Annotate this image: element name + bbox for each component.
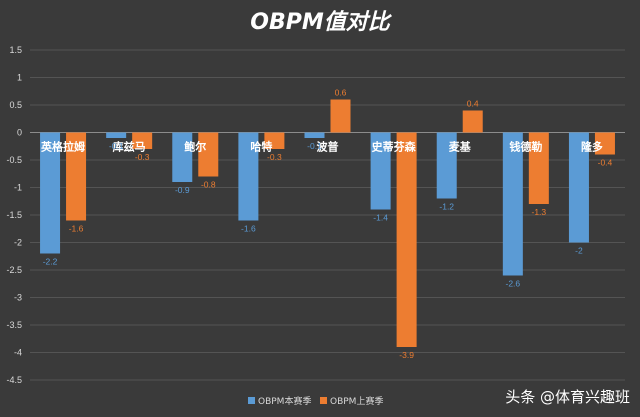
y-tick-label: -4.5: [6, 375, 22, 385]
y-tick-label: -1.5: [6, 210, 22, 220]
legend-label: OBPM上赛季: [330, 395, 383, 407]
data-label: -0.1: [307, 141, 322, 151]
bar-current-season: [502, 132, 523, 276]
bar-current-season: [436, 132, 457, 199]
y-tick-label: -0.5: [6, 155, 22, 165]
data-labels: -2.2 -1.6 -0.1 -0.3 -0.9 -0.8 -1.6 -0.3 -0.1 0.6 -…: [43, 88, 613, 361]
category-label: 麦基: [449, 140, 472, 154]
y-tick-label: 1.5: [9, 45, 22, 55]
legend-swatch: [320, 397, 327, 404]
bar-current-season: [40, 132, 61, 254]
bar-current-season: [106, 132, 127, 138]
bar-last-season: [264, 132, 285, 149]
data-label: 0.6: [335, 88, 347, 98]
data-label: -2.6: [506, 279, 521, 289]
y-tick-label: 1: [17, 73, 22, 83]
category-label: 哈特: [250, 140, 272, 154]
bar-last-season: [462, 110, 483, 133]
data-label: 0.4: [467, 99, 479, 109]
bar-current-season: [370, 132, 391, 210]
y-tick-label: 0: [17, 128, 22, 138]
data-label: -0.3: [135, 152, 150, 162]
data-label: -0.4: [598, 158, 613, 168]
category-label: 史蒂芬森: [372, 140, 417, 154]
gridlines: [30, 49, 625, 381]
bar-current-season: [172, 132, 193, 182]
data-label: -1.6: [69, 224, 84, 234]
bar-last-season: [132, 132, 153, 149]
category-labels: 英格拉姆 库兹马 鲍尔 哈特 波普 史蒂芬森 麦基 钱德勒 隆多: [40, 140, 603, 154]
data-label: -0.3: [267, 152, 282, 162]
category-label: 隆多: [581, 140, 603, 154]
category-label: 鲍尔: [184, 140, 206, 154]
data-label: -1.6: [241, 224, 256, 234]
bars: [40, 99, 615, 347]
chart-title: OBPM值对比: [250, 10, 392, 35]
bar-last-season: [198, 132, 219, 177]
data-label: -1.3: [532, 207, 547, 217]
watermark: 头条 @体育兴趣班: [505, 388, 630, 406]
y-tick-label: 0.5: [9, 100, 22, 110]
y-tick-label: -2: [14, 238, 22, 248]
category-label: 钱德勒: [509, 140, 542, 154]
legend-swatch: [248, 397, 255, 404]
category-label: 波普: [317, 140, 339, 154]
bar-current-season: [238, 132, 259, 221]
legend: OBPM本赛季 OBPM上赛季: [248, 395, 383, 407]
y-tick-label: -3: [14, 293, 22, 303]
bar-last-season: [594, 132, 615, 155]
bar-last-season: [396, 132, 417, 347]
bar-last-season: [66, 132, 87, 221]
bar-last-season: [528, 132, 549, 204]
bar-last-season: [330, 99, 351, 133]
y-tick-label: -3.5: [6, 320, 22, 330]
data-label: -1.4: [373, 213, 388, 223]
y-tick-label: -2.5: [6, 265, 22, 275]
y-tick-label: -4: [14, 348, 22, 358]
data-label: -3.9: [399, 350, 414, 360]
data-label: -0.1: [109, 141, 124, 151]
data-label: -0.8: [201, 180, 216, 190]
category-label: 库兹马: [113, 140, 146, 154]
y-axis-ticks: 1.5 1 0.5 0 -0.5 -1 -1.5 -2 -2.5 -3 -3.5 -4 -4.5: [6, 45, 22, 385]
data-label: -2: [575, 246, 583, 256]
y-tick-label: -1: [14, 183, 22, 193]
data-label: -2.2: [43, 257, 58, 267]
bar-current-season: [568, 132, 589, 243]
category-label: 英格拉姆: [40, 140, 85, 154]
data-label: -1.2: [439, 202, 454, 212]
data-label: -0.9: [175, 185, 190, 195]
bar-current-season: [304, 132, 325, 138]
legend-label: OBPM本赛季: [258, 395, 311, 407]
